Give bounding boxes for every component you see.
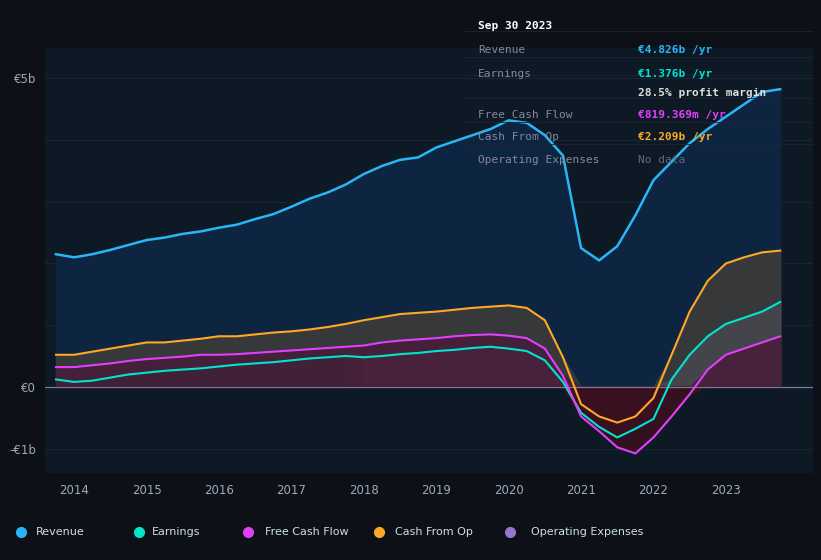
Text: Earnings: Earnings xyxy=(478,69,532,78)
Text: Revenue: Revenue xyxy=(36,527,85,537)
Text: Free Cash Flow: Free Cash Flow xyxy=(478,110,572,120)
Text: Operating Expenses: Operating Expenses xyxy=(531,527,644,537)
Text: €819.369m /yr: €819.369m /yr xyxy=(639,110,726,120)
Text: €1.376b /yr: €1.376b /yr xyxy=(639,69,713,78)
Text: Revenue: Revenue xyxy=(478,45,525,55)
Text: Sep 30 2023: Sep 30 2023 xyxy=(478,21,552,31)
Text: Free Cash Flow: Free Cash Flow xyxy=(265,527,349,537)
Text: No data: No data xyxy=(639,155,686,165)
Text: 28.5% profit margin: 28.5% profit margin xyxy=(639,88,767,98)
Text: €2.209b /yr: €2.209b /yr xyxy=(639,133,713,142)
Text: Earnings: Earnings xyxy=(152,527,200,537)
Text: Cash From Op: Cash From Op xyxy=(478,133,559,142)
Text: Cash From Op: Cash From Op xyxy=(395,527,473,537)
Text: €4.826b /yr: €4.826b /yr xyxy=(639,45,713,55)
Text: Operating Expenses: Operating Expenses xyxy=(478,155,599,165)
